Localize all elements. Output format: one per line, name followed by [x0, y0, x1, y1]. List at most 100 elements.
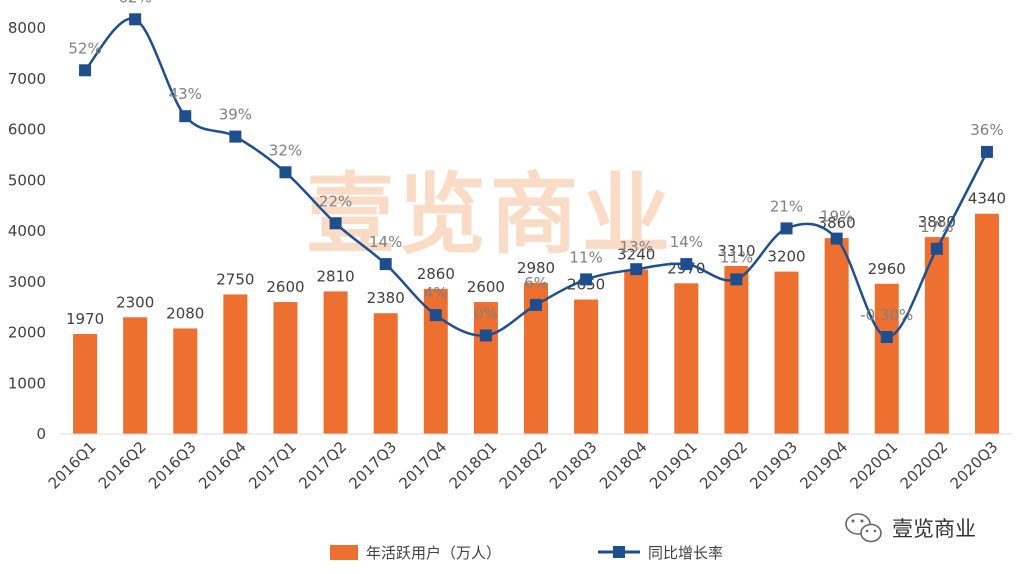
bar [624, 269, 649, 434]
bar [674, 283, 699, 434]
y-tick-label: 0 [36, 425, 46, 443]
bar-data-label: 2860 [417, 265, 455, 283]
bar-data-label: 2600 [266, 278, 304, 296]
brand-name: 壹览商业 [892, 517, 976, 541]
line-marker [329, 217, 342, 230]
line-marker [880, 331, 893, 344]
bar [373, 313, 398, 434]
line-data-label: 32% [269, 141, 302, 159]
y-tick-label: 2000 [8, 324, 46, 342]
x-tick-label: 2020Q2 [897, 438, 952, 493]
bar-data-label: 2300 [116, 293, 154, 311]
line-data-label: 11% [720, 248, 753, 266]
line-data-label: 14% [369, 233, 402, 251]
bar [974, 213, 999, 434]
x-tick-label: 2017Q3 [345, 438, 400, 493]
bar [273, 302, 298, 434]
bar-data-label: 2810 [316, 267, 354, 285]
y-tick-label: 3000 [8, 273, 46, 291]
x-axis: 2016Q12016Q22016Q32016Q42017Q12017Q22017… [45, 438, 1002, 493]
line-data-label: 6% [524, 274, 548, 292]
x-tick-label: 2016Q1 [45, 438, 100, 493]
line-data-label: 13% [620, 238, 653, 256]
line-marker [279, 166, 292, 179]
bar-data-label: 3200 [767, 248, 805, 266]
bar [724, 266, 749, 434]
x-tick-label: 2018Q2 [496, 438, 551, 493]
line-marker [179, 110, 192, 123]
bar-data-label: 2980 [517, 259, 555, 277]
bar [173, 328, 198, 434]
bar-series [73, 213, 999, 434]
line-data-label: 14% [670, 233, 703, 251]
line-data-label: -0.30% [860, 306, 913, 324]
bar-data-label: 3880 [918, 213, 956, 231]
x-tick-label: 2019Q2 [696, 438, 751, 493]
bar [473, 302, 498, 434]
x-tick-label: 2020Q3 [947, 438, 1002, 493]
x-tick-label: 2019Q4 [796, 438, 851, 493]
x-tick-label: 2016Q4 [195, 438, 250, 493]
line-marker [980, 145, 993, 158]
legend-label-bar: 年活跃用户（万人） [366, 544, 501, 562]
bar-data-label: 2600 [467, 278, 505, 296]
bar [223, 294, 248, 434]
line-data-label: 17% [920, 218, 953, 236]
x-tick-label: 2020Q1 [846, 438, 901, 493]
x-tick-label: 2019Q3 [746, 438, 801, 493]
line-data-label: 11% [569, 248, 602, 266]
wechat-icon [845, 513, 882, 543]
legend-swatch-line-marker [613, 546, 625, 558]
y-axis: 0 1000 2000 3000 4000 5000 6000 7000 8000 [8, 19, 46, 443]
line-data-label: 21% [770, 197, 803, 215]
y-tick-label: 5000 [8, 171, 46, 189]
line-data-label: 19% [820, 208, 853, 226]
line-data-label: 0% [474, 305, 498, 323]
bar-data-labels: 1970 2300 2080 2750 2600 2810 2380 2860 2600 2980… [66, 190, 1006, 328]
line-marker [229, 130, 242, 143]
line-marker [780, 222, 793, 235]
line-data-label: 4% [424, 284, 448, 302]
bar-data-label: 4340 [968, 190, 1006, 208]
line-marker [79, 64, 92, 77]
line-marker [630, 263, 643, 276]
line-data-label: 39% [219, 106, 252, 124]
bar [824, 238, 849, 434]
bar-data-label: 2080 [166, 304, 204, 322]
bar [574, 299, 599, 434]
line-marker [129, 13, 142, 26]
line-data-label: 22% [319, 192, 352, 210]
line-data-label: 52% [68, 39, 101, 57]
line-marker [379, 258, 392, 271]
bar-data-label: 3240 [617, 246, 655, 264]
line-marker [479, 329, 492, 342]
legend-label-line: 同比增长率 [648, 544, 723, 562]
line-marker [730, 273, 743, 286]
bar-data-label: 1970 [66, 310, 104, 328]
line-marker [580, 273, 593, 286]
bar [323, 291, 348, 434]
x-tick-label: 2018Q1 [446, 438, 501, 493]
y-tick-label: 4000 [8, 222, 46, 240]
line-data-label: 36% [970, 121, 1003, 139]
bar-data-label: 3860 [818, 214, 856, 232]
x-tick-label: 2019Q1 [646, 438, 701, 493]
x-tick-label: 2016Q3 [145, 438, 200, 493]
y-tick-label: 7000 [8, 70, 46, 88]
bar-data-label: 2960 [868, 260, 906, 278]
y-tick-label: 8000 [8, 19, 46, 37]
line-data-label: 62% [118, 0, 151, 6]
x-tick-label: 2016Q2 [95, 438, 150, 493]
line-marker [530, 298, 542, 311]
bar-data-label: 2380 [367, 289, 405, 307]
line-marker [930, 242, 943, 255]
y-tick-label: 1000 [8, 374, 46, 392]
line-data-label: 43% [169, 85, 202, 103]
legend-swatch-bar [330, 545, 358, 560]
x-tick-label: 2018Q4 [596, 438, 651, 493]
line-marker [830, 232, 843, 245]
bar [874, 283, 899, 434]
line-marker [429, 309, 442, 322]
legend: 年活跃用户（万人） 同比增长率 [330, 544, 723, 562]
y-tick-label: 6000 [8, 121, 46, 139]
